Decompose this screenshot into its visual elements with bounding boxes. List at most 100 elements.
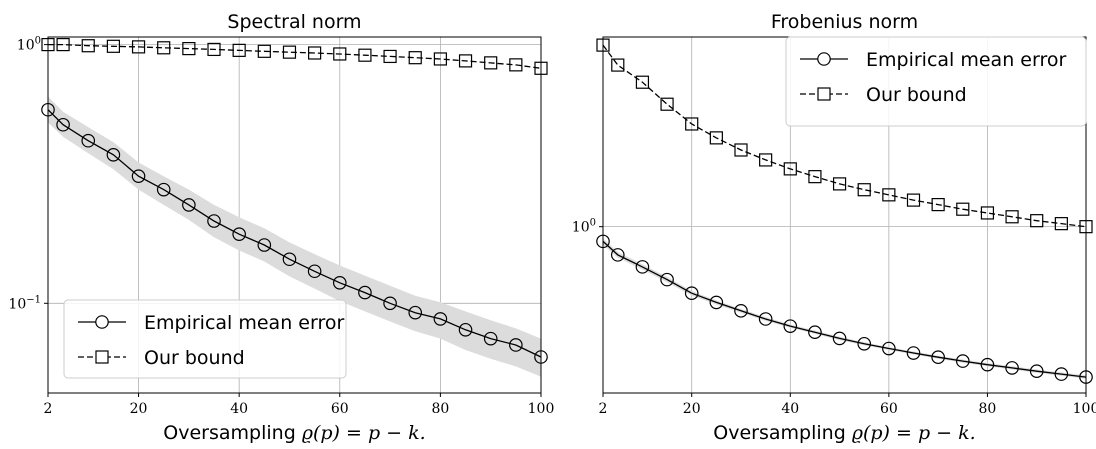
x-axis-label: Oversampling ϱ(p) = p − k. <box>713 422 975 444</box>
data-point <box>81 39 95 53</box>
y-tick-label: 100 <box>17 36 41 54</box>
legend-marker <box>817 87 831 101</box>
data-point <box>56 38 70 52</box>
data-point <box>408 305 423 320</box>
data-point <box>906 346 921 360</box>
data-point <box>106 39 120 53</box>
data-point <box>832 331 847 346</box>
panel-spectral: 2 20 40 60 80 100 100 10−1 Spectral norm Oversamp… <box>8 11 554 444</box>
series-line <box>48 109 541 358</box>
data-point <box>484 56 498 70</box>
data-point <box>131 40 146 54</box>
x-tick-label: 40 <box>230 401 248 417</box>
data-point <box>956 202 970 216</box>
data-point <box>131 169 146 183</box>
y-tick-label: 10−1 <box>8 294 41 312</box>
data-point <box>383 49 397 64</box>
x-tick-label: 80 <box>431 401 449 417</box>
data-point <box>257 44 271 58</box>
data-point <box>758 312 773 326</box>
data-point <box>906 193 921 207</box>
series-line <box>603 240 1086 378</box>
x-tick-label: 80 <box>979 401 997 417</box>
data-point <box>156 182 171 197</box>
data-point <box>610 248 625 262</box>
data-point <box>358 48 372 62</box>
x-tick-label: 20 <box>130 401 148 417</box>
data-point <box>783 162 797 176</box>
data-point <box>611 58 625 72</box>
y-tick-label: 100 <box>572 218 596 236</box>
x-tick-label: 20 <box>683 401 701 417</box>
data-point <box>734 143 748 157</box>
data-point <box>232 43 246 57</box>
data-point <box>433 52 447 66</box>
data-point <box>81 133 96 148</box>
data-point <box>808 170 822 184</box>
legend-box <box>785 36 1087 127</box>
legend-label: Empirical mean error <box>144 312 344 334</box>
data-point <box>182 198 196 212</box>
x-tick-label: 2 <box>599 401 608 417</box>
legend: Empirical mean error Our bound <box>785 36 1087 127</box>
chart-title: Frobenius norm <box>771 11 918 33</box>
data-point <box>709 295 724 310</box>
legend-label: Our bound <box>144 347 245 369</box>
data-point <box>635 260 650 274</box>
data-point <box>282 252 297 267</box>
data-point <box>282 45 297 59</box>
data-point <box>333 47 347 61</box>
data-point <box>734 304 748 318</box>
data-point <box>232 227 246 241</box>
data-point <box>509 58 523 72</box>
data-point <box>783 319 798 333</box>
data-point <box>458 54 473 68</box>
legend-box <box>63 299 347 379</box>
data-point <box>207 214 221 228</box>
data-point <box>433 312 448 326</box>
data-point <box>684 286 699 301</box>
x-tick-label: 100 <box>528 401 555 417</box>
data-point <box>832 177 847 191</box>
data-point <box>207 42 221 57</box>
series-line <box>603 44 1086 228</box>
data-point <box>358 285 372 300</box>
legend-marker <box>817 52 831 66</box>
x-tick-label: 40 <box>781 401 799 417</box>
data-point <box>660 272 674 287</box>
legend-label: Empirical mean error <box>866 49 1066 71</box>
data-point <box>882 188 896 202</box>
data-point <box>857 336 872 351</box>
x-axis-label: Oversampling ϱ(p) = p − k. <box>163 422 425 444</box>
data-point <box>980 357 995 372</box>
chart-title: Spectral norm <box>227 11 361 33</box>
x-tick-label: 60 <box>880 401 898 417</box>
data-point <box>882 341 896 356</box>
data-point <box>257 238 272 252</box>
data-point <box>383 296 397 311</box>
data-point <box>308 46 322 60</box>
data-point <box>931 198 945 212</box>
legend-marker <box>95 350 109 364</box>
data-point <box>685 117 699 131</box>
data-point <box>931 350 945 365</box>
data-point <box>955 354 970 368</box>
data-point <box>408 51 422 65</box>
plot-area <box>603 44 1086 379</box>
data-point <box>1054 217 1068 231</box>
data-point <box>759 153 773 167</box>
data-point <box>332 276 347 290</box>
data-point <box>307 264 322 279</box>
x-tick-label: 60 <box>331 401 349 417</box>
data-point <box>157 41 171 55</box>
data-point <box>808 325 822 339</box>
x-tick-label: 100 <box>1073 401 1096 417</box>
axes-frame <box>47 36 542 394</box>
confidence-band <box>603 238 1086 379</box>
data-point <box>56 117 70 132</box>
data-point <box>857 183 871 197</box>
legend: Empirical mean error Our bound <box>63 299 347 379</box>
data-point <box>182 42 196 56</box>
data-point <box>1005 361 1019 375</box>
